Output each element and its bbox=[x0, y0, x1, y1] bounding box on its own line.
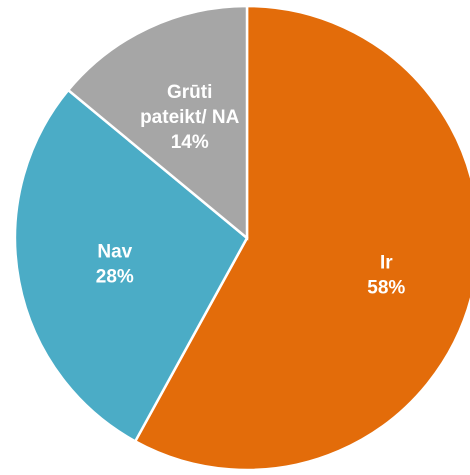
pie-label-line: Ir bbox=[380, 252, 393, 273]
pie-slices bbox=[13, 4, 470, 472]
pie-label-line: 14% bbox=[171, 132, 209, 153]
pie-slice-label-2: Nav 28% bbox=[96, 242, 134, 288]
pie-label-line: Grūti bbox=[167, 82, 212, 103]
pie-slice-2 bbox=[13, 88, 249, 444]
pie-slice-label-3: Grūti pateikt/ NA 14% bbox=[140, 82, 240, 153]
pie-slice-label-1: Ir 58% bbox=[367, 252, 405, 298]
pie-label-line: 28% bbox=[96, 267, 134, 288]
pie-slice-3 bbox=[66, 4, 249, 241]
pie-label-line: 58% bbox=[367, 277, 405, 298]
pie-label-line: pateikt/ NA bbox=[140, 107, 240, 128]
pie-labels: Ir 58% Nav 28% Grūti pateikt/ NA 14% bbox=[96, 82, 406, 298]
pie-label-line: Nav bbox=[97, 242, 132, 263]
pie-slice-1 bbox=[133, 4, 470, 472]
